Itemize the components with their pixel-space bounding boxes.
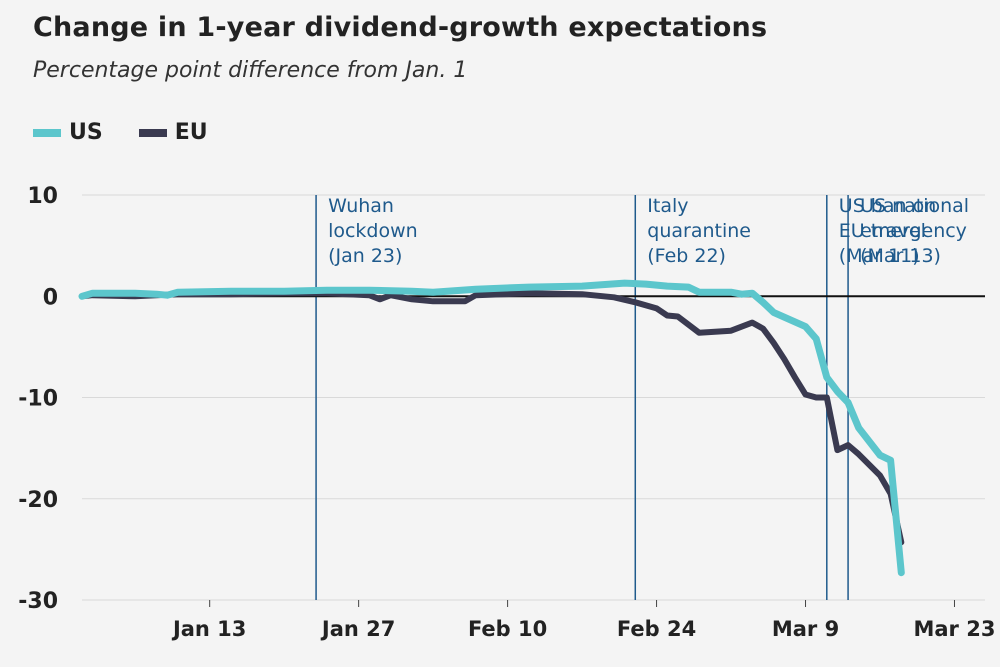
event-label: (Feb 22) <box>647 245 726 267</box>
event-label: (Mar 11) <box>839 245 920 267</box>
event-label: (Jan 23) <box>328 245 402 267</box>
x-tick-label: Feb 24 <box>617 617 696 641</box>
series-line-eu <box>79 290 905 546</box>
y-tick-label: 0 <box>43 285 58 310</box>
event-label: US ban on <box>839 195 936 217</box>
x-tick-label: Feb 10 <box>468 617 547 641</box>
chart-subtitle: Percentage point difference from Jan. 1 <box>33 58 468 83</box>
legend-swatch-us <box>33 128 61 137</box>
x-tick-label: Jan 13 <box>171 617 246 641</box>
legend: US EU <box>33 120 244 145</box>
event-label: EU travel <box>839 220 926 242</box>
legend-label-us: US <box>69 120 103 145</box>
legend-item-eu: EU <box>138 120 208 145</box>
legend-label-eu: EU <box>174 120 208 145</box>
y-tick-label: -10 <box>18 387 58 412</box>
legend-item-us: US <box>33 120 103 145</box>
event-label: US national <box>860 195 969 217</box>
x-tick-label: Mar 23 <box>913 617 995 641</box>
event-label: (Mar 13) <box>860 245 941 267</box>
event-label: Wuhan <box>328 195 394 217</box>
y-tick-label: -30 <box>18 589 58 614</box>
event-label: emergency <box>860 220 967 242</box>
event-label: Italy <box>647 195 688 217</box>
event-label: lockdown <box>328 220 418 242</box>
y-tick-label: 10 <box>27 184 58 209</box>
x-tick-label: Mar 9 <box>772 617 839 641</box>
event-label: quarantine <box>647 220 751 242</box>
chart-title: Change in 1-year dividend-growth expecta… <box>33 12 768 43</box>
legend-swatch-eu <box>138 128 167 137</box>
series-line-us <box>78 279 905 577</box>
y-tick-label: -20 <box>18 488 58 513</box>
x-tick-label: Jan 27 <box>320 617 395 641</box>
